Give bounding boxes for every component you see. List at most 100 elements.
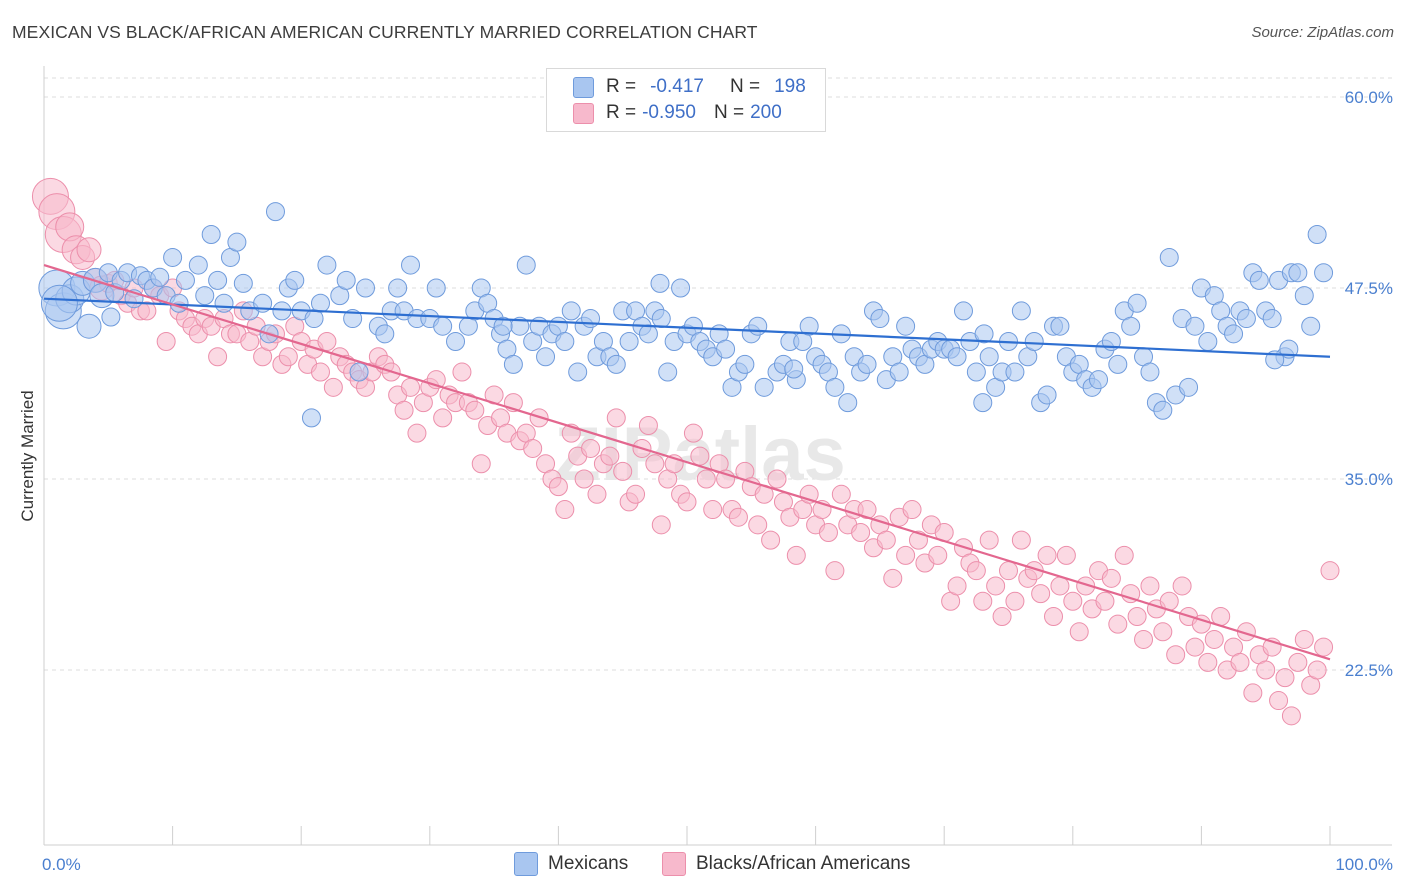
data-point-black-african-american xyxy=(767,469,787,489)
data-point-mexican xyxy=(606,354,626,374)
data-point-mexican xyxy=(561,301,581,321)
data-point-mexican xyxy=(1153,400,1173,420)
data-point-mexican xyxy=(285,270,305,290)
data-point-black-african-american xyxy=(317,331,337,351)
legend-r-label: R = xyxy=(606,76,637,97)
data-point-mexican xyxy=(150,267,170,287)
data-point-mexican xyxy=(375,324,395,344)
data-point-mexican xyxy=(973,393,993,413)
data-point-mexican xyxy=(1050,316,1070,336)
data-point-mexican xyxy=(516,255,536,275)
data-point-black-african-american xyxy=(1294,629,1314,649)
data-point-mexican xyxy=(748,316,768,336)
data-point-mexican xyxy=(896,316,916,336)
data-point-black-african-american xyxy=(471,454,491,474)
mexican-points xyxy=(38,202,1334,428)
data-point-mexican xyxy=(301,408,321,428)
data-point-mexican xyxy=(947,347,967,367)
legend-n-label: N = xyxy=(713,102,745,123)
data-point-black-african-american xyxy=(1134,629,1154,649)
data-point-black-african-american xyxy=(638,416,658,436)
data-point-black-african-american xyxy=(966,561,986,581)
data-point-mexican xyxy=(336,270,356,290)
data-point-mexican xyxy=(754,377,774,397)
data-point-black-african-american xyxy=(883,568,903,588)
data-point-mexican xyxy=(870,309,890,329)
data-point-black-african-american xyxy=(973,591,993,611)
data-point-mexican xyxy=(356,278,375,298)
data-point-black-african-american xyxy=(137,301,157,321)
y-tick-label: 35.0% xyxy=(1345,470,1393,489)
data-point-black-african-american xyxy=(748,515,768,535)
data-point-black-african-american xyxy=(581,438,601,458)
data-point-black-african-american xyxy=(548,477,568,497)
data-point-black-african-american xyxy=(1095,591,1115,611)
data-point-mexican xyxy=(1314,263,1334,283)
data-point-mexican xyxy=(650,273,670,293)
data-point-black-african-american xyxy=(1031,584,1051,604)
data-point-black-african-american xyxy=(690,446,710,466)
data-point-mexican xyxy=(784,359,804,379)
data-point-black-african-american xyxy=(1114,545,1134,565)
data-point-black-african-american xyxy=(1121,584,1141,604)
data-point-black-african-american xyxy=(645,454,665,474)
data-point-black-african-american xyxy=(1127,607,1147,627)
data-point-black-african-american xyxy=(1063,591,1083,611)
data-point-black-african-american xyxy=(574,469,594,489)
data-point-black-african-american xyxy=(401,377,421,397)
data-point-mexican xyxy=(953,301,973,321)
data-point-mexican xyxy=(272,301,292,321)
data-point-mexican xyxy=(1301,316,1321,336)
data-point-black-african-american xyxy=(1076,576,1096,596)
data-point-mexican xyxy=(40,284,78,322)
x-tick-label: 100.0% xyxy=(1335,855,1393,874)
data-point-mexican xyxy=(343,309,363,329)
legend-item-mexicans[interactable]: Mexicans xyxy=(514,852,628,876)
data-point-mexican xyxy=(1294,286,1314,306)
legend-row-mexicans: R = -0.417 N = 198 xyxy=(573,74,806,100)
data-point-black-african-american xyxy=(1101,568,1121,588)
legend-item-blacks[interactable]: Blacks/African Americans xyxy=(662,852,910,876)
data-point-black-african-american xyxy=(433,408,453,428)
legend-r-value: -0.950 xyxy=(642,102,696,123)
data-point-mexican xyxy=(1262,309,1282,329)
legend-label-mexicans: Mexicans xyxy=(548,853,629,874)
data-point-mexican xyxy=(433,316,453,336)
data-point-mexican xyxy=(1127,293,1147,313)
legend-swatch-blacks xyxy=(662,852,686,876)
data-point-black-african-american xyxy=(1005,591,1025,611)
data-point-black-african-american xyxy=(703,500,723,520)
data-point-black-african-american xyxy=(979,530,999,550)
data-point-mexican xyxy=(201,225,221,245)
data-point-mexican xyxy=(555,331,575,351)
data-point-mexican xyxy=(1179,377,1199,397)
data-point-mexican xyxy=(1005,362,1025,382)
data-point-mexican xyxy=(651,309,671,329)
data-point-mexican xyxy=(1159,247,1179,267)
data-point-mexican xyxy=(1288,263,1308,283)
data-point-black-african-american xyxy=(1281,706,1301,726)
data-point-black-african-american xyxy=(683,423,703,443)
legend-n-value: 200 xyxy=(750,102,782,123)
data-point-mexican xyxy=(568,362,588,382)
data-point-black-african-american xyxy=(986,576,1006,596)
trend-lines xyxy=(43,264,1331,661)
data-point-black-african-american xyxy=(896,545,916,565)
data-point-mexican xyxy=(1140,362,1160,382)
stats-legend: R = -0.417 N = 198 R = -0.950 N = 200 xyxy=(546,68,826,132)
data-point-black-african-american xyxy=(876,530,896,550)
data-point-black-african-american xyxy=(1056,545,1076,565)
data-point-mexican xyxy=(1037,385,1057,405)
data-point-black-african-american xyxy=(1198,652,1218,672)
data-point-black-african-american xyxy=(76,237,102,263)
data-point-mexican xyxy=(446,331,466,351)
data-point-black-african-american xyxy=(1185,637,1205,657)
data-point-mexican xyxy=(214,293,234,313)
data-point-mexican xyxy=(974,324,994,344)
data-point-mexican xyxy=(317,255,337,275)
data-point-mexican xyxy=(188,255,208,275)
data-point-mexican xyxy=(503,354,523,374)
data-point-mexican xyxy=(227,232,247,252)
data-point-black-african-american xyxy=(999,561,1018,581)
data-point-mexican xyxy=(1249,270,1269,290)
